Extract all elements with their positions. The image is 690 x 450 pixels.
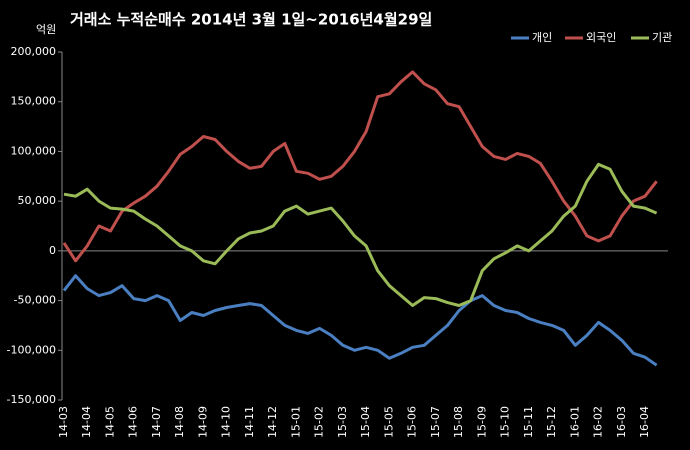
series-line (62, 70, 658, 263)
y-tick-label: 200,000 (11, 45, 57, 58)
x-tick-label: 15-08 (452, 406, 465, 438)
legend-label: 외국인 (586, 31, 616, 44)
x-tick-label: 16-01 (568, 406, 581, 438)
x-tick-label: 16-04 (638, 406, 651, 438)
legend-label: 개인 (532, 31, 552, 44)
x-tick-label: 15-02 (313, 406, 326, 438)
x-tick-label: 15-09 (475, 406, 488, 438)
x-tick-label: 15-10 (499, 406, 512, 438)
y-tick-label: 150,000 (11, 95, 57, 108)
x-tick-label: 15-06 (406, 406, 419, 438)
y-tick-label: 0 (49, 244, 56, 257)
legend-label: 기관 (652, 31, 672, 44)
y-tick-label: 50,000 (18, 194, 57, 207)
x-tick-label: 14-05 (103, 406, 116, 438)
y-tick-label: -50,000 (14, 294, 56, 307)
series-line (63, 162, 658, 307)
x-tick-label: 14-08 (173, 406, 186, 438)
x-tick-label: 14-09 (196, 406, 209, 438)
x-tick-label: 15-01 (289, 406, 302, 438)
y-tick-label: -100,000 (7, 343, 56, 356)
x-tick-label: 15-03 (336, 406, 349, 438)
x-tick-label: 15-12 (545, 406, 558, 438)
x-tick-label: 14-10 (220, 406, 233, 438)
x-tick-label: 15-11 (522, 406, 535, 438)
y-tick-label: 100,000 (11, 144, 57, 157)
y-tick-label: -150,000 (7, 393, 56, 406)
chart-title: 거래소 누적순매수 2014년 3월 1일~2016년4월29일 (70, 11, 432, 29)
x-tick-label: 14-03 (57, 406, 70, 438)
x-tick-label: 14-07 (150, 406, 163, 438)
x-tick-label: 16-03 (615, 406, 628, 438)
x-tick-label: 14-12 (266, 406, 279, 438)
x-tick-label: 15-05 (382, 406, 395, 438)
y-unit: 억원 (36, 23, 56, 36)
x-tick-label: 15-04 (359, 406, 372, 438)
x-tick-label: 14-04 (80, 406, 93, 438)
series-line (62, 274, 658, 367)
x-tick-label: 16-02 (592, 406, 605, 438)
x-tick-label: 14-06 (127, 406, 140, 438)
x-tick-label: 14-11 (243, 406, 256, 438)
x-tick-label: 15-07 (429, 406, 442, 438)
